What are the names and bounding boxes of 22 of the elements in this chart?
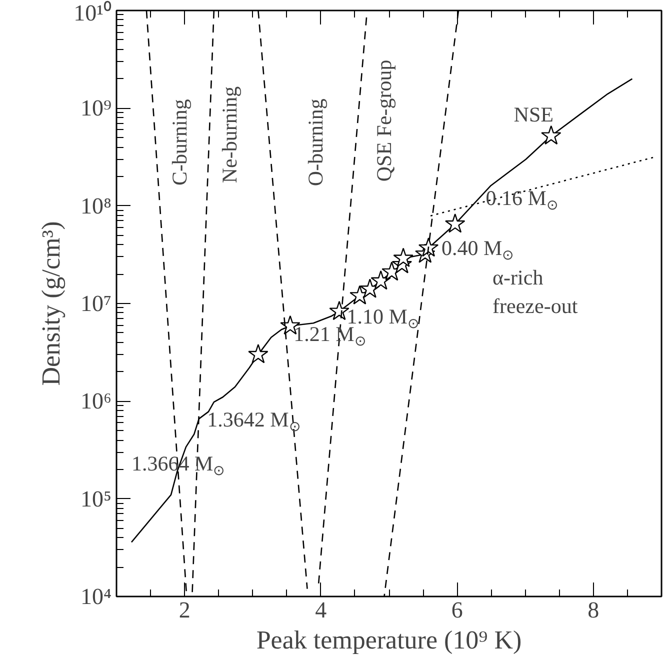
y-axis-title: Density (g/cm³) <box>36 221 66 386</box>
annotation: 0.40 M⊙ <box>441 236 514 264</box>
x-tick-label: 6 <box>451 598 463 622</box>
annotation: Ne-burning <box>218 86 242 184</box>
annotation: O-burning <box>303 98 328 186</box>
annotation: QSE Fe-group <box>372 60 396 182</box>
y-tick-label: 10⁵ <box>80 486 112 512</box>
annotation: NSE <box>514 102 554 126</box>
annotation: C-burning <box>168 98 192 186</box>
x-tick-label: 4 <box>315 598 328 622</box>
y-tick-label: 10¹⁰ <box>74 0 112 26</box>
y-tick-label: 10⁴ <box>80 584 112 609</box>
x-tick-label: 8 <box>588 598 600 622</box>
y-tick-label: 10⁷ <box>80 291 112 316</box>
y-tick-label: 10⁸ <box>80 193 112 218</box>
annotation: 1.3642 M⊙ <box>207 407 301 435</box>
annotation: α-rich freeze-out <box>492 265 578 318</box>
annotation: 0.16 M⊙ <box>486 186 558 214</box>
y-tick-label: 10⁹ <box>80 96 112 121</box>
x-tick-label: 2 <box>178 598 190 622</box>
x-axis-title: Peak temperature (10⁹ K) <box>256 626 522 654</box>
y-tick-label: 10⁶ <box>80 388 112 414</box>
